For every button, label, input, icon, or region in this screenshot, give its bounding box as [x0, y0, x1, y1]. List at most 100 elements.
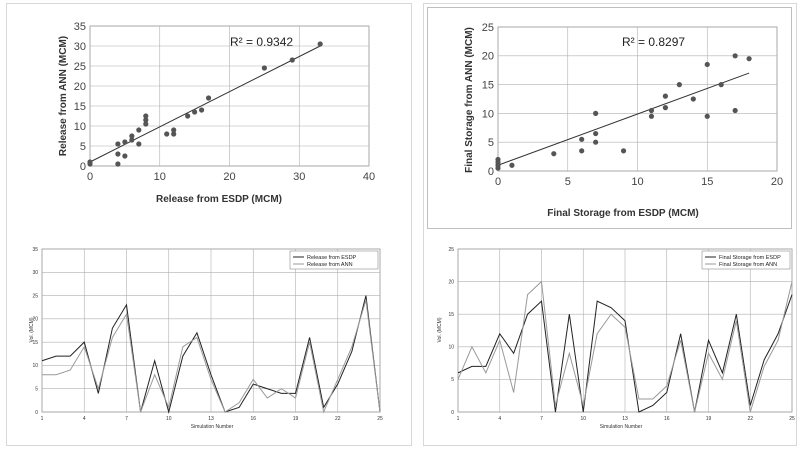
release-series-ytick-label: 5 — [35, 386, 38, 392]
release-scatter-trendline — [89, 45, 321, 163]
release-scatter-point — [115, 161, 121, 167]
storage-scatter-ytick-label: 5 — [488, 137, 494, 149]
release-scatter-ytick-label: 20 — [74, 81, 86, 93]
release-scatter-point — [261, 65, 267, 71]
storage-scatter-point — [662, 105, 669, 111]
storage-series-ytick-label: 20 — [448, 279, 454, 285]
storage-series-xtick-label: 13 — [622, 416, 628, 422]
release-scatter-xtick-label: 10 — [154, 171, 166, 183]
release-scatter-point — [115, 141, 121, 147]
release-scatter-ytick-label: 10 — [74, 121, 86, 133]
storage-scatter-point — [648, 113, 655, 119]
release-scatter-ytick-label: 30 — [74, 41, 86, 53]
storage-series-ytick-label: 5 — [451, 377, 454, 383]
storage-scatter-ytick-label: 0 — [488, 166, 494, 178]
release-series-xtick-label: 1 — [41, 416, 44, 422]
storage-series-xtick-label: 4 — [498, 416, 501, 422]
storage-scatter-point — [593, 139, 599, 145]
release-scatter-ytick-label: 0 — [80, 161, 86, 173]
release-scatter-point — [129, 133, 135, 139]
storage-scatter-point — [690, 96, 696, 102]
release-scatter-point — [143, 121, 149, 127]
storage-series-series-line-2 — [457, 280, 793, 413]
release-scatter-point — [185, 113, 191, 119]
storage-scatter-point — [495, 156, 501, 163]
release-scatter-ytick-label: 15 — [74, 101, 86, 113]
storage-scatter-point — [732, 53, 738, 59]
release-scatter-xtick-label: 40 — [363, 171, 375, 183]
release-series-xtick-label: 22 — [335, 416, 341, 422]
storage-scatter-point — [593, 110, 599, 116]
release-scatter-xtick-label: 0 — [87, 171, 93, 183]
release-scatter-point — [317, 41, 323, 47]
storage-scatter-trendline — [497, 72, 750, 166]
storage-series-xtick-label: 10 — [580, 416, 586, 422]
release-series-ytick-label: 30 — [32, 270, 38, 276]
storage-scatter-point — [704, 113, 710, 119]
storage-scatter-ytick-label: 10 — [482, 108, 494, 120]
storage-series-legend-label: Final Storage from ANN — [719, 262, 777, 268]
release-scatter-point — [122, 153, 128, 159]
storage-scatter-xtick-label: 20 — [771, 176, 783, 188]
storage-series-xtick-label: 16 — [664, 416, 670, 422]
release-series-series-line-1 — [41, 295, 381, 414]
release-scatter-point — [136, 127, 142, 133]
release-series-xtick-label: 4 — [83, 416, 86, 422]
release-series-ytick-label: 25 — [32, 293, 38, 299]
storage-series-xtick-label: 25 — [789, 416, 795, 422]
storage-series-legend-label: Final Storage from ESDP — [719, 255, 781, 261]
release-scatter-ylabel: Release from ANN (MCM) — [58, 36, 69, 156]
release-series-xtick-label: 19 — [293, 416, 299, 422]
release-scatter-r2: R² = 0.9342 — [230, 35, 293, 49]
release-series-xtick-label: 13 — [208, 416, 214, 422]
storage-series-xtick-label: 19 — [706, 416, 712, 422]
storage-scatter-point — [620, 148, 627, 154]
storage-scatter-point — [662, 93, 669, 99]
release-scatter-point — [205, 95, 212, 101]
storage-series-ytick-label: 15 — [448, 312, 454, 318]
storage-series-legend-box — [701, 250, 791, 270]
release-scatter-point — [164, 131, 170, 137]
storage-scatter-xtick-label: 5 — [565, 176, 571, 188]
release-scatter-point — [136, 141, 142, 147]
storage-scatter-xtick-label: 10 — [631, 176, 643, 188]
release-scatter-point — [115, 151, 121, 157]
storage-scatter-xtick-label: 15 — [701, 176, 713, 188]
storage-scatter-frame — [427, 7, 792, 229]
storage-scatter-point — [648, 107, 655, 114]
release-series-series-line-2 — [42, 300, 381, 414]
release-scatter-xtick-label: 30 — [293, 171, 305, 183]
release-series-xtick-label: 7 — [125, 416, 128, 422]
release-series-ytick-label: 15 — [32, 340, 38, 346]
release-series-xtick-label: 25 — [377, 416, 383, 422]
storage-scatter-point — [746, 56, 752, 62]
storage-scatter-point — [579, 136, 585, 142]
storage-scatter-xlabel: Final Storage from ESDP (MCM) — [547, 208, 699, 219]
storage-series-xtick-label: 1 — [457, 416, 460, 422]
release-series-xtick-label: 16 — [250, 416, 256, 422]
release-series-legend-label: Release from ANN — [307, 262, 353, 268]
release-series-legend-label: Release from ESDP — [307, 255, 357, 261]
storage-scatter-ytick-label: 15 — [482, 79, 494, 91]
storage-scatter-ylabel: Final Storage from ANN (MCM) — [464, 27, 475, 173]
release-scatter-ytick-label: 5 — [80, 141, 86, 153]
release-series-ylabel: Vol. (MCM) — [29, 317, 35, 342]
release-series-ytick-label: 0 — [35, 410, 38, 416]
storage-series-ytick-label: 10 — [448, 345, 454, 351]
release-series-legend-box — [289, 250, 379, 270]
storage-series-xlabel: Simulation Number — [600, 424, 643, 430]
release-scatter-ytick-label: 35 — [74, 21, 86, 33]
storage-series-xtick-label: 22 — [747, 416, 753, 422]
storage-scatter-point — [676, 82, 682, 88]
storage-scatter-xtick-label: 0 — [495, 176, 501, 188]
release-scatter-point — [143, 117, 149, 123]
release-scatter-point — [192, 109, 198, 115]
storage-scatter-point — [704, 61, 710, 68]
storage-scatter-ytick-label: 20 — [482, 51, 494, 63]
release-scatter-point — [289, 57, 295, 63]
release-scatter-point — [199, 107, 205, 113]
storage-scatter-point — [732, 107, 738, 114]
release-series-ytick-label: 20 — [32, 317, 38, 323]
storage-series-series-line-1 — [457, 294, 793, 413]
